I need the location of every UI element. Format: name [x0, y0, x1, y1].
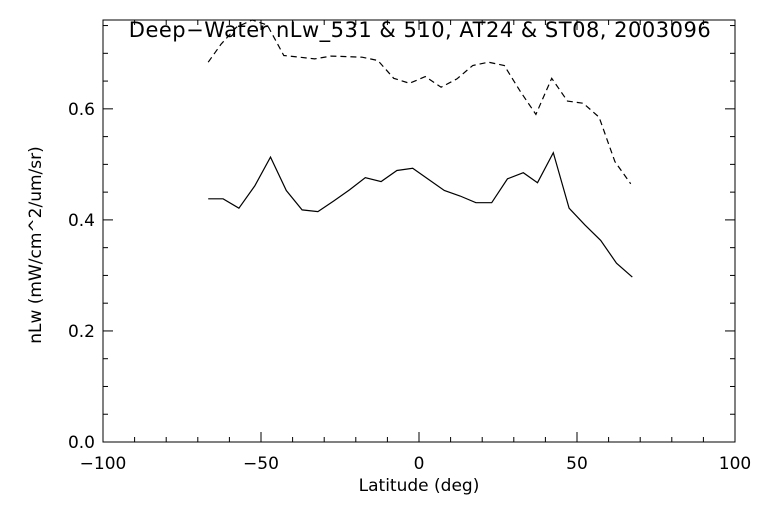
x-tick-label: 100 — [719, 454, 751, 474]
x-tick-label: −100 — [80, 454, 127, 474]
x-tick-label: −50 — [243, 454, 279, 474]
y-tick-label: 0.0 — [68, 433, 95, 453]
x-tick-label: 0 — [414, 454, 425, 474]
series-lines — [207, 19, 633, 278]
y-axis-label: nLw (mW/cm^2/um/sr) — [26, 146, 46, 344]
chart-title: Deep−Water nLw_531 & 510, AT24 & ST08, 2… — [128, 18, 712, 42]
y-tick-label: 0.2 — [68, 322, 95, 342]
tick-labels: −100 −50 0 50 100 0.0 0.2 0.4 0.6 — [68, 100, 751, 474]
x-axis-label: Latitude (deg) — [358, 476, 480, 496]
plot-frame — [102, 19, 736, 443]
y-tick-label: 0.4 — [68, 211, 95, 231]
series-line-solid — [208, 151, 633, 278]
y-tick-label: 0.6 — [68, 100, 95, 120]
series-line-dashed — [207, 19, 632, 185]
x-tick-label: 50 — [566, 454, 588, 474]
axis-ticks — [102, 20, 736, 443]
